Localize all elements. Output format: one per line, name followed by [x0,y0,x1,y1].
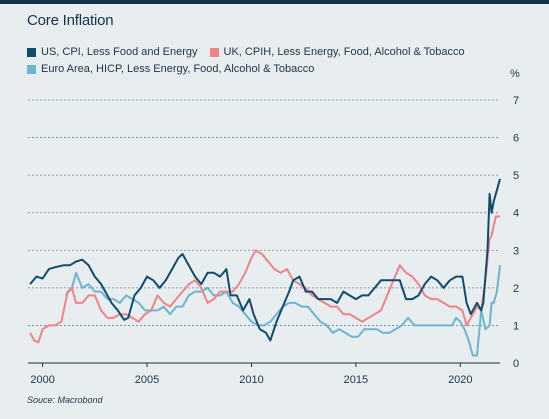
legend-label-uk: UK, CPIH, Less Energy, Food, Alcohol & T… [223,46,465,58]
chart-title: Core Inflation [27,12,114,29]
y-tick-label: 1 [513,320,519,332]
y-tick-label: 4 [513,208,519,220]
legend-item-euro: Euro Area, HICP, Less Energy, Food, Alco… [27,63,314,75]
legend-label-us: US, CPI, Less Food and Energy [41,46,198,58]
y-tick-label: 5 [513,170,519,182]
legend-swatch-us [27,47,36,57]
x-tick-label: 2000 [30,374,54,386]
x-tick-label: 2005 [135,374,159,386]
series-line-euro [64,265,501,357]
source-note: Souce: Macrobond [27,395,103,405]
legend-label-euro: Euro Area, HICP, Less Energy, Food, Alco… [41,63,315,75]
x-tick-label: 2015 [344,374,368,386]
x-tick-label: 2020 [448,374,472,386]
y-axis-unit: % [510,68,520,80]
series-line-uk [29,215,500,344]
legend-item-us: US, CPI, Less Food and Energy [27,46,198,58]
legend-row: US, CPI, Less Food and Energy UK, CPIH, … [27,46,477,58]
y-tick-label: 6 [513,133,519,145]
y-tick-label: 2 [513,283,519,295]
top-accent-bar [0,0,549,4]
legend-row: Euro Area, HICP, Less Energy, Food, Alco… [27,63,326,75]
series-line-us [29,178,501,342]
legend-swatch-uk [209,47,219,57]
y-tick-label: 0 [513,358,519,370]
legend-swatch-euro [27,64,36,74]
legend-item-uk: UK, CPIH, Less Energy, Food, Alcohol & T… [209,46,465,58]
y-tick-label: 7 [513,95,519,107]
x-tick-label: 2010 [239,374,263,386]
y-tick-label: 3 [513,245,519,257]
